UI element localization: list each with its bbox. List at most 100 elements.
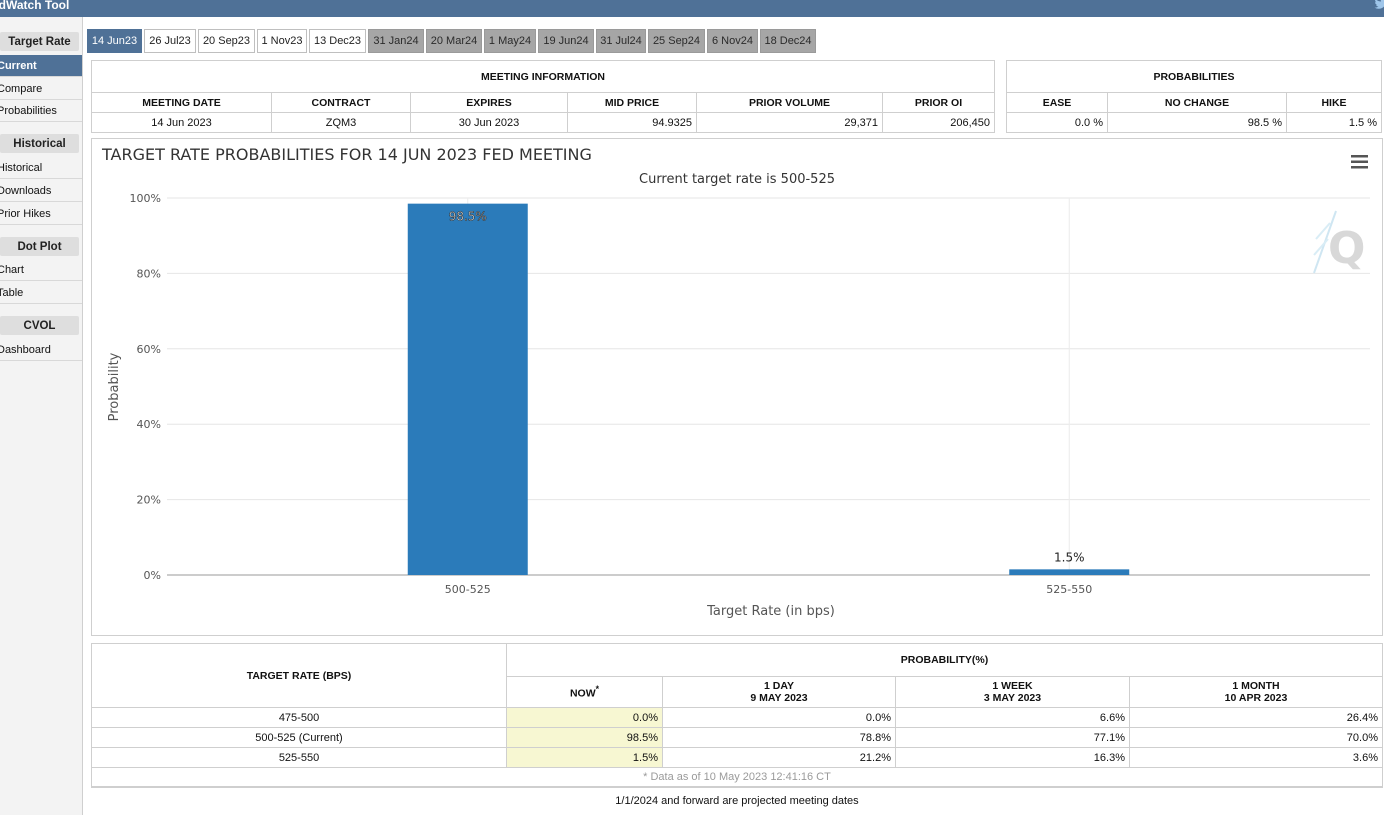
tab-25-sep24[interactable]: 25 Sep24 xyxy=(648,29,705,53)
sidebar-item-label: Compare xyxy=(0,82,43,95)
sidebar-item-probabilities[interactable]: Probabilities xyxy=(0,100,82,122)
sidebar-item-label: Current xyxy=(0,59,37,72)
one-week-cell: 77.1% xyxy=(895,727,1130,748)
one-day-cell: 78.8% xyxy=(662,727,896,748)
meeting-info-table: MEETING INFORMATION MEETING DATE CONTRAC… xyxy=(91,60,995,133)
col-now-label: NOW xyxy=(569,687,596,700)
sidebar-item-prior-hikes[interactable]: Prior Hikes xyxy=(0,203,82,225)
sidebar-item-compare[interactable]: Compare xyxy=(0,78,82,100)
contract-value: ZQM3 xyxy=(271,112,411,133)
sidebar-item-chart[interactable]: Chart xyxy=(0,259,82,281)
chart-grid xyxy=(167,197,1370,576)
col-prior-oi: PRIOR OI xyxy=(882,92,995,113)
table-row: 475-500 0.0% 0.0% 6.6% 26.4% xyxy=(91,707,1383,728)
hike-value: 1.5 % xyxy=(1286,112,1382,133)
hamburger-menu-icon[interactable] xyxy=(1351,155,1368,169)
sidebar-item-downloads[interactable]: Downloads xyxy=(0,180,82,202)
one-month-cell: 70.0% xyxy=(1129,727,1383,748)
col-1-month: 1 MONTH 10 APR 2023 xyxy=(1129,676,1383,708)
y-tick-label: 60% xyxy=(137,343,161,356)
bar-500-525[interactable] xyxy=(407,203,528,575)
tab-13-dec23[interactable]: 13 Dec23 xyxy=(309,29,366,53)
tab-18-dec24[interactable]: 18 Dec24 xyxy=(760,29,816,53)
col-1-week-date: 3 MAY 2023 xyxy=(983,692,1042,704)
tab-20-mar24[interactable]: 20 Mar24 xyxy=(426,29,482,53)
sidebar-heading-cvol[interactable]: CVOL xyxy=(0,316,79,335)
sidebar-item-label: Historical xyxy=(0,161,43,174)
sidebar-item-label: Chart xyxy=(0,263,24,276)
twitter-icon[interactable] xyxy=(1374,0,1384,11)
no-change-value: 98.5 % xyxy=(1107,112,1287,133)
col-meeting-date: MEETING DATE xyxy=(91,92,272,113)
data-label: 1.5% xyxy=(1054,550,1085,564)
chart-subtitle: Current target rate is 500-525 xyxy=(639,172,835,187)
tab-19-jun24[interactable]: 19 Jun24 xyxy=(538,29,594,53)
meeting-date-value: 14 Jun 2023 xyxy=(91,112,272,133)
bar-525-550[interactable] xyxy=(1009,569,1130,575)
probabilities-heading: PROBABILITIES xyxy=(1006,60,1382,93)
x-tick-label: 500-525 xyxy=(445,583,491,596)
data-label: 98.5% xyxy=(449,210,487,224)
col-1-month-date: 10 APR 2023 xyxy=(1224,692,1288,704)
col-1-month-label: 1 MONTH xyxy=(1232,680,1280,692)
sidebar-item-label: Probabilities xyxy=(0,104,57,117)
x-axis-ticks: 500-525 525-550 xyxy=(445,583,1092,596)
watermark-letter: Q xyxy=(1328,223,1365,274)
col-now: NOW* xyxy=(506,676,663,708)
one-month-cell: 3.6% xyxy=(1129,747,1383,768)
chart-title: TARGET RATE PROBABILITIES FOR 14 JUN 202… xyxy=(101,145,592,164)
one-day-cell: 21.2% xyxy=(662,747,896,768)
table-row: 500-525 (Current) 98.5% 78.8% 77.1% 70.0… xyxy=(91,727,1383,748)
probability-chart: TARGET RATE PROBABILITIES FOR 14 JUN 202… xyxy=(101,145,1370,619)
app-title: edWatch Tool xyxy=(0,0,70,12)
col-contract: CONTRACT xyxy=(271,92,411,113)
col-1-week-label: 1 WEEK xyxy=(992,680,1033,692)
one-month-cell: 26.4% xyxy=(1129,707,1383,728)
prior-volume-value: 29,371 xyxy=(696,112,883,133)
rate-cell: 500-525 (Current) xyxy=(91,727,507,748)
now-cell: 98.5% xyxy=(506,727,663,748)
meeting-info-heading: MEETING INFORMATION xyxy=(91,60,995,93)
expires-value: 30 Jun 2023 xyxy=(410,112,568,133)
now-cell: 0.0% xyxy=(506,707,663,728)
sidebar-item-current[interactable]: Current xyxy=(0,55,82,77)
y-tick-label: 0% xyxy=(144,569,161,582)
tab-1-may24[interactable]: 1 May24 xyxy=(484,29,536,53)
sidebar-item-historical[interactable]: Historical xyxy=(0,157,82,179)
tab-20-sep23[interactable]: 20 Sep23 xyxy=(198,29,255,53)
now-cell: 1.5% xyxy=(506,747,663,768)
tab-26-jul23[interactable]: 26 Jul23 xyxy=(144,29,196,53)
table-row: 525-550 1.5% 21.2% 16.3% 3.6% xyxy=(91,747,1383,768)
x-tick-label: 525-550 xyxy=(1046,583,1092,596)
sidebar-heading-target-rate[interactable]: Target Rate xyxy=(0,32,79,51)
sidebar-heading-dot-plot[interactable]: Dot Plot xyxy=(0,237,79,256)
one-week-cell: 16.3% xyxy=(895,747,1130,768)
sidebar-item-label: Table xyxy=(0,286,24,299)
sidebar-item-label: Dashboard xyxy=(0,343,51,356)
chart-panel: TARGET RATE PROBABILITIES FOR 14 JUN 202… xyxy=(91,138,1383,636)
tab-14-jun23[interactable]: 14 Jun23 xyxy=(87,29,142,53)
tab-6-nov24[interactable]: 6 Nov24 xyxy=(707,29,758,53)
y-axis-ticks: 0% 20% 40% 60% 80% 100% xyxy=(130,192,161,582)
sidebar: Target Rate Current Compare Probabilitie… xyxy=(0,17,83,815)
col-mid-price: MID PRICE xyxy=(567,92,697,113)
tab-1-nov23[interactable]: 1 Nov23 xyxy=(257,29,307,53)
data-as-of-footnote: * Data as of 10 May 2023 12:41:16 CT xyxy=(91,767,1383,788)
projected-dates-note: 1/1/2024 and forward are projected meeti… xyxy=(615,795,859,807)
tab-31-jan24[interactable]: 31 Jan24 xyxy=(368,29,424,53)
mid-price-value: 94.9325 xyxy=(567,112,697,133)
y-tick-label: 40% xyxy=(137,418,161,431)
tab-31-jul24[interactable]: 31 Jul24 xyxy=(596,29,646,53)
y-tick-label: 80% xyxy=(137,267,161,280)
sidebar-item-label: Prior Hikes xyxy=(0,207,51,220)
sidebar-item-dashboard[interactable]: Dashboard xyxy=(0,339,82,361)
sidebar-heading-historical[interactable]: Historical xyxy=(0,134,79,153)
y-tick-label: 100% xyxy=(130,192,161,205)
sidebar-item-label: Downloads xyxy=(0,184,52,197)
col-1-day-date: 9 MAY 2023 xyxy=(750,692,808,704)
app-header-bar: edWatch Tool xyxy=(0,0,1384,17)
history-table: TARGET RATE (BPS) PROBABILITY(%) NOW* 1 … xyxy=(91,643,1383,788)
col-target-rate: TARGET RATE (BPS) xyxy=(91,643,507,708)
col-1-day: 1 DAY 9 MAY 2023 xyxy=(662,676,896,708)
sidebar-item-table[interactable]: Table xyxy=(0,282,82,304)
